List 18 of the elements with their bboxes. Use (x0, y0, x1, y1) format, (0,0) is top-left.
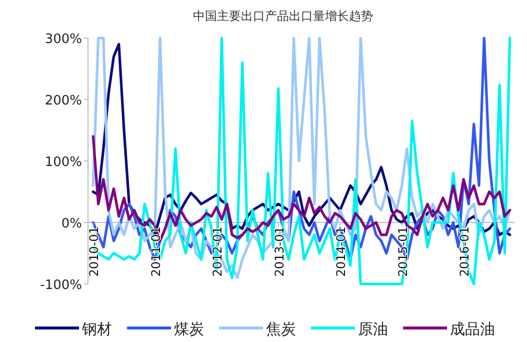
x-tick-label: 2010-01 (87, 226, 102, 277)
chart-title: 中国主要出口产品出口量增长趋势 (193, 9, 373, 23)
y-tick-label: 0% (61, 216, 82, 232)
legend-label: 煤炭 (174, 320, 204, 338)
legend-label: 原油 (358, 320, 388, 338)
y-tick-label: 200% (44, 94, 82, 108)
y-tick-label: 300% (44, 32, 82, 47)
x-tick-label: 2016-01 (458, 226, 472, 277)
x-tick-label: 2015-01 (396, 226, 410, 277)
x-tick-label: 2014-01 (334, 226, 348, 277)
x-tick-label: 2011-01 (148, 226, 163, 277)
legend-label: 成品油 (450, 320, 495, 338)
x-tick-label: 2013-01 (272, 226, 286, 277)
y-tick-label: -100% (40, 278, 82, 293)
y-tick-label: 100% (44, 155, 82, 170)
legend-label: 焦炭 (266, 320, 296, 338)
legend-label: 钢材 (81, 320, 112, 338)
x-tick-label: 2012-01 (210, 226, 225, 277)
